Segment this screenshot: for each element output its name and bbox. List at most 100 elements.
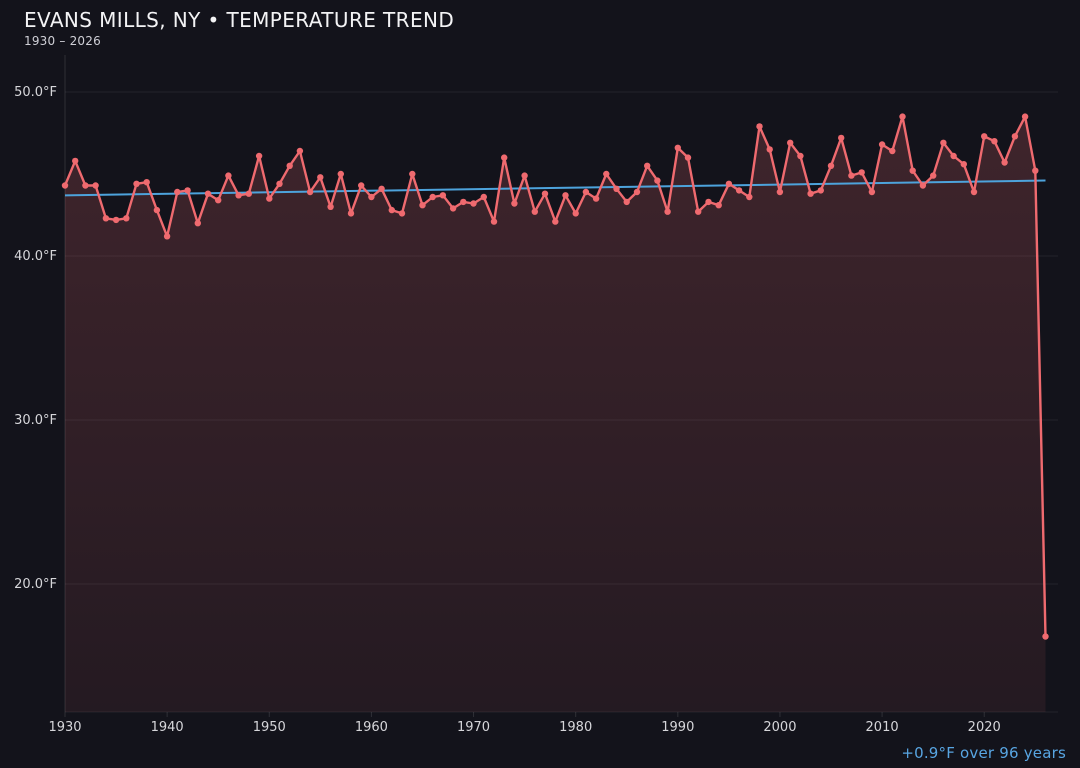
data-point-1979[interactable] — [562, 192, 569, 199]
data-point-1938[interactable] — [143, 179, 150, 186]
data-point-1968[interactable] — [449, 205, 457, 212]
data-point-1961[interactable] — [378, 185, 385, 192]
data-point-1994[interactable] — [715, 202, 722, 209]
data-point-2015[interactable] — [930, 172, 937, 179]
data-point-1975[interactable] — [521, 172, 528, 179]
data-point-1997[interactable] — [746, 193, 753, 201]
data-point-1989[interactable] — [664, 208, 671, 215]
data-point-2025[interactable] — [1032, 167, 1039, 174]
data-point-1959[interactable] — [358, 182, 365, 189]
data-point-2017[interactable] — [950, 152, 957, 160]
data-point-1962[interactable] — [388, 206, 395, 214]
data-point-1981[interactable] — [582, 188, 590, 196]
data-point-2010[interactable] — [878, 141, 886, 148]
data-point-2023[interactable] — [1011, 133, 1019, 140]
data-point-1934[interactable] — [102, 215, 110, 222]
data-point-1945[interactable] — [215, 197, 222, 204]
data-point-1947[interactable] — [235, 192, 242, 199]
data-point-1964[interactable] — [409, 170, 416, 178]
data-point-1993[interactable] — [705, 198, 712, 206]
data-point-1996[interactable] — [735, 187, 743, 194]
data-point-2022[interactable] — [1001, 159, 1008, 166]
data-point-1971[interactable] — [480, 193, 487, 201]
data-point-1976[interactable] — [531, 208, 538, 215]
data-point-2008[interactable] — [858, 169, 865, 176]
data-point-1999[interactable] — [766, 146, 773, 153]
data-point-2001[interactable] — [787, 139, 794, 146]
data-point-1933[interactable] — [92, 182, 99, 189]
data-point-1941[interactable] — [174, 188, 181, 196]
data-point-1985[interactable] — [623, 198, 630, 206]
data-point-1944[interactable] — [204, 190, 212, 197]
data-point-2003[interactable] — [807, 190, 814, 197]
data-point-2012[interactable] — [899, 113, 906, 120]
series-area-fill — [65, 116, 1046, 713]
data-point-1974[interactable] — [511, 200, 518, 207]
data-point-2006[interactable] — [838, 134, 845, 142]
data-point-1988[interactable] — [654, 177, 661, 184]
data-point-1948[interactable] — [245, 190, 252, 197]
data-point-1951[interactable] — [276, 180, 283, 187]
data-point-1943[interactable] — [194, 220, 201, 227]
data-point-2019[interactable] — [970, 188, 978, 196]
data-point-1932[interactable] — [82, 182, 89, 189]
data-point-1972[interactable] — [490, 218, 498, 225]
data-point-1987[interactable] — [644, 162, 651, 169]
data-point-1937[interactable] — [133, 180, 140, 187]
data-point-1949[interactable] — [255, 152, 263, 160]
data-point-2024[interactable] — [1021, 113, 1029, 120]
data-point-1953[interactable] — [296, 147, 304, 155]
data-point-1973[interactable] — [501, 154, 508, 161]
data-point-2018[interactable] — [960, 161, 967, 168]
data-point-2005[interactable] — [827, 162, 835, 169]
data-point-2013[interactable] — [909, 167, 916, 174]
data-point-2007[interactable] — [848, 172, 855, 179]
data-point-2009[interactable] — [868, 188, 876, 196]
data-point-1935[interactable] — [112, 216, 120, 224]
data-point-1963[interactable] — [398, 210, 406, 217]
data-point-1954[interactable] — [306, 188, 314, 196]
data-point-1958[interactable] — [347, 210, 355, 217]
data-point-1942[interactable] — [184, 187, 191, 194]
data-point-1995[interactable] — [725, 180, 733, 187]
data-point-1940[interactable] — [163, 233, 171, 240]
data-point-1977[interactable] — [541, 190, 549, 197]
data-point-1970[interactable] — [470, 200, 477, 207]
data-point-2016[interactable] — [940, 139, 947, 146]
data-point-1939[interactable] — [153, 206, 161, 214]
data-point-1984[interactable] — [613, 185, 620, 192]
data-point-1952[interactable] — [286, 162, 293, 169]
data-point-2020[interactable] — [981, 133, 988, 140]
data-point-1967[interactable] — [439, 192, 447, 199]
data-point-1969[interactable] — [460, 198, 467, 206]
data-point-1946[interactable] — [225, 172, 232, 179]
data-point-1986[interactable] — [633, 188, 641, 196]
data-point-2004[interactable] — [817, 187, 824, 194]
data-point-1990[interactable] — [674, 144, 681, 151]
data-point-1980[interactable] — [572, 210, 579, 217]
y-tick-label-20: 20.0°F — [14, 577, 57, 592]
data-point-1992[interactable] — [695, 208, 702, 215]
data-point-1956[interactable] — [327, 203, 334, 210]
data-point-1930[interactable] — [61, 182, 69, 189]
data-point-1966[interactable] — [429, 193, 436, 201]
data-point-1936[interactable] — [123, 215, 130, 222]
data-point-1983[interactable] — [603, 170, 610, 178]
data-point-1950[interactable] — [266, 195, 273, 202]
data-point-1931[interactable] — [72, 157, 79, 165]
data-point-2000[interactable] — [776, 188, 784, 196]
data-point-2026[interactable] — [1042, 633, 1049, 640]
data-point-1955[interactable] — [317, 174, 324, 181]
data-point-1960[interactable] — [368, 193, 375, 201]
data-point-1965[interactable] — [419, 202, 426, 209]
data-point-1978[interactable] — [552, 218, 559, 225]
data-point-1991[interactable] — [684, 154, 692, 161]
data-point-1998[interactable] — [756, 123, 763, 130]
data-point-2021[interactable] — [991, 138, 998, 145]
data-point-1957[interactable] — [337, 170, 344, 178]
data-point-2002[interactable] — [797, 152, 804, 160]
data-point-2014[interactable] — [919, 182, 927, 189]
data-point-2011[interactable] — [889, 147, 896, 155]
data-point-1982[interactable] — [592, 195, 600, 202]
